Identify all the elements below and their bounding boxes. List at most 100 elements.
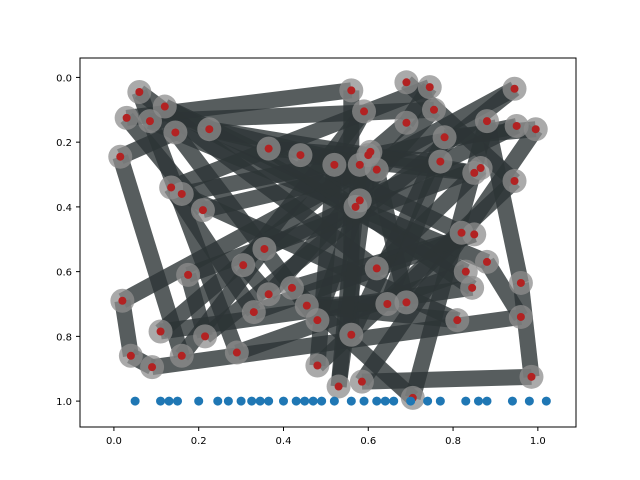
baseline-point xyxy=(423,396,433,406)
node-point xyxy=(355,196,364,205)
node-point xyxy=(372,165,381,174)
node-point xyxy=(118,296,127,305)
node-point xyxy=(232,348,241,357)
baseline-point xyxy=(236,396,246,406)
axes-frame xyxy=(79,57,577,428)
node-point xyxy=(476,164,485,173)
y-axis-ticks: 0.0 0.2 0.4 0.6 0.8 1.0 xyxy=(56,73,80,408)
baseline-point xyxy=(482,396,492,406)
baseline-point xyxy=(406,396,416,406)
node-point xyxy=(516,312,525,321)
baseline-point xyxy=(317,396,327,406)
node-point xyxy=(357,377,366,386)
node-point xyxy=(429,105,438,114)
baseline-point xyxy=(524,396,534,406)
node-point xyxy=(330,160,339,169)
y-tick-label: 1.0 xyxy=(56,397,72,408)
node-point xyxy=(402,298,411,307)
node-point xyxy=(510,177,519,185)
node-point xyxy=(148,363,157,372)
node-point xyxy=(383,300,392,308)
x-axis-ticks: 0.0 0.2 0.4 0.6 0.8 1.0 xyxy=(106,427,546,447)
node-point xyxy=(167,183,176,192)
baseline-point xyxy=(308,396,318,406)
node-point xyxy=(372,264,381,273)
path-segment xyxy=(479,119,529,285)
baseline-point xyxy=(194,396,204,406)
node-point xyxy=(145,117,154,126)
node-point xyxy=(355,160,364,169)
node-point xyxy=(313,361,322,370)
baseline-point xyxy=(346,396,356,406)
node-point xyxy=(482,257,491,266)
node-point xyxy=(296,151,305,160)
node-point xyxy=(177,189,186,198)
node-point xyxy=(531,125,540,134)
node-point xyxy=(122,113,131,122)
baseline-point xyxy=(278,396,288,406)
node-point xyxy=(171,128,180,137)
baseline-point xyxy=(164,396,174,406)
node-point xyxy=(160,102,169,111)
node-point xyxy=(482,117,491,126)
node-point xyxy=(402,118,411,127)
node-point xyxy=(260,244,269,253)
node-point xyxy=(436,157,445,166)
baseline-point xyxy=(247,396,257,406)
baseline-point xyxy=(473,396,483,406)
node-point xyxy=(457,228,466,237)
baseline-point xyxy=(255,396,265,406)
baseline-point xyxy=(156,396,166,406)
baseline-point xyxy=(223,396,233,406)
y-tick-label: 0.6 xyxy=(56,268,72,279)
node-point xyxy=(440,133,449,142)
node-point xyxy=(351,202,360,211)
node-point xyxy=(512,121,521,130)
path-segment xyxy=(381,227,468,310)
node-point xyxy=(453,316,462,325)
node-point xyxy=(177,351,186,360)
baseline-point xyxy=(130,396,140,406)
x-tick-label: 0.0 xyxy=(106,436,122,447)
path-segment xyxy=(366,147,476,181)
x-tick-label: 1.0 xyxy=(530,436,546,447)
node-point xyxy=(468,283,477,292)
baseline-point xyxy=(359,396,369,406)
node-point xyxy=(302,301,311,310)
baseline-point xyxy=(329,396,339,406)
baseline-point xyxy=(372,396,382,406)
x-tick-label: 0.2 xyxy=(191,436,207,447)
baseline-point xyxy=(380,396,390,406)
node-point xyxy=(470,230,479,239)
node-point xyxy=(516,278,525,287)
x-tick-label: 0.8 xyxy=(445,436,461,447)
node-point xyxy=(135,87,144,96)
baseline-point xyxy=(461,396,471,406)
y-tick-label: 0.4 xyxy=(56,203,72,214)
baseline-point xyxy=(291,396,301,406)
node-point xyxy=(347,330,356,339)
node-point xyxy=(366,147,375,156)
node-point xyxy=(264,144,273,153)
baseline-point xyxy=(300,396,310,406)
node-point xyxy=(510,84,519,93)
y-tick-label: 0.2 xyxy=(56,138,72,149)
node-point xyxy=(239,261,248,270)
node-point xyxy=(264,290,273,299)
node-point xyxy=(402,78,411,87)
node-point xyxy=(425,83,434,92)
node-point xyxy=(126,351,135,360)
baseline-point xyxy=(435,396,445,406)
y-tick-label: 0.8 xyxy=(56,332,72,343)
node-point xyxy=(461,267,470,276)
baseline-point xyxy=(507,396,517,406)
baseline-point xyxy=(541,396,551,406)
node-point xyxy=(201,332,210,341)
path-segment xyxy=(512,282,540,378)
x-tick-label: 0.6 xyxy=(360,436,376,447)
node-point xyxy=(249,308,258,317)
node-point xyxy=(313,316,322,325)
x-tick-label: 0.4 xyxy=(276,436,292,447)
path-segment xyxy=(379,158,448,307)
